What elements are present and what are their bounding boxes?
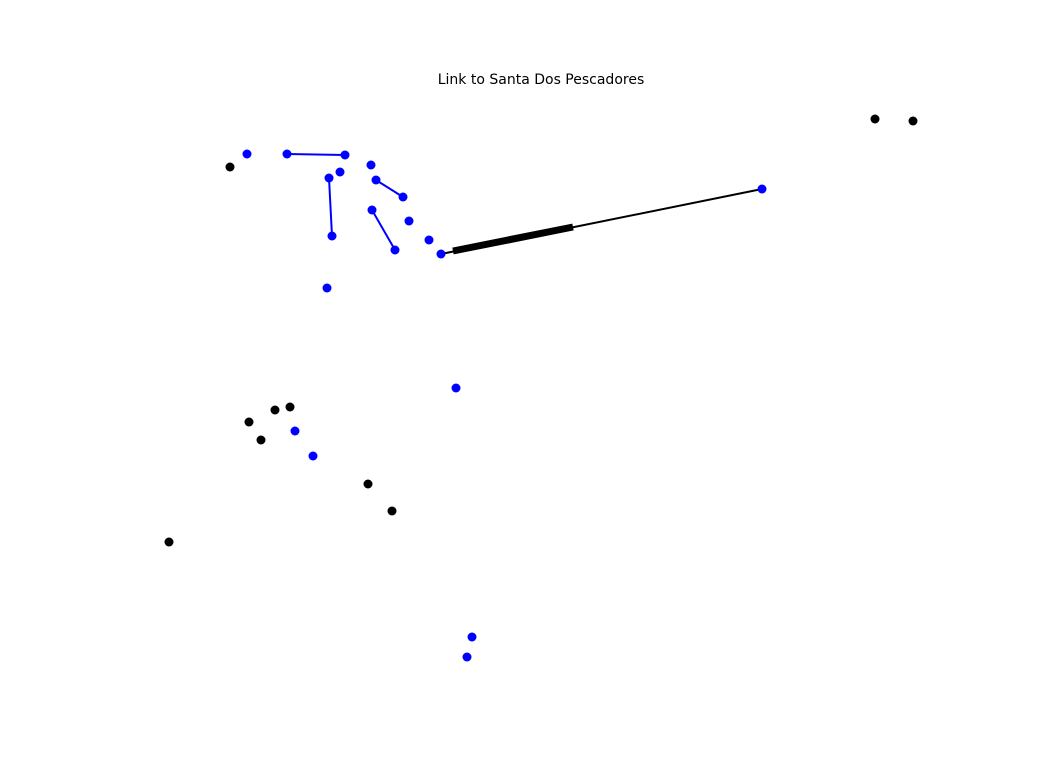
point-black [256, 435, 266, 445]
point-blue [324, 173, 334, 183]
point-black [285, 402, 295, 412]
point-black [363, 479, 373, 489]
point-blue [335, 167, 345, 177]
point-blue [282, 149, 292, 159]
point-blue [462, 652, 472, 662]
edge-line [328, 177, 333, 237]
point-layer [164, 114, 918, 662]
point-black [387, 506, 397, 516]
point-blue [390, 245, 400, 255]
point-black [244, 417, 254, 427]
edge-line [375, 179, 404, 198]
point-black [164, 537, 174, 547]
point-blue [367, 205, 377, 215]
edge-layer [286, 153, 763, 255]
point-blue [340, 150, 350, 160]
point-blue [467, 632, 477, 642]
point-blue [757, 184, 767, 194]
point-blue [242, 149, 252, 159]
point-blue [327, 231, 337, 241]
point-blue [366, 160, 376, 170]
point-blue [290, 426, 300, 436]
point-blue [371, 175, 381, 185]
point-blue [436, 249, 446, 259]
link-segment-thick [452, 223, 574, 255]
point-black [270, 405, 280, 415]
chart-title: Link to Santa Dos Pescadores [438, 72, 645, 88]
edge-line [286, 153, 346, 156]
point-blue [451, 383, 461, 393]
point-blue [404, 216, 414, 226]
edge-line [371, 209, 396, 251]
point-black [225, 162, 235, 172]
point-blue [398, 192, 408, 202]
point-blue [424, 235, 434, 245]
point-black [908, 116, 918, 126]
point-blue [308, 451, 318, 461]
point-black [870, 114, 880, 124]
point-blue [322, 283, 332, 293]
